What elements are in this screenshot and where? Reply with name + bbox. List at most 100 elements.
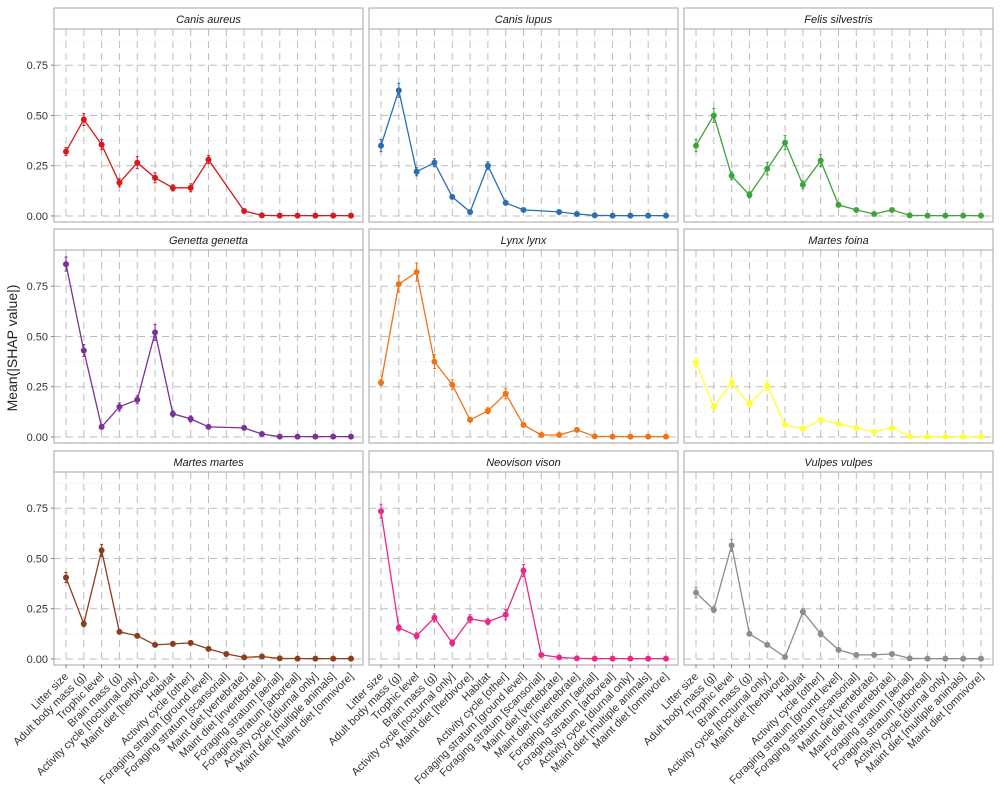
data-point — [484, 407, 491, 414]
data-point — [693, 142, 699, 149]
data-point — [258, 212, 265, 219]
y-tick-label: 0.25 — [27, 604, 48, 616]
data-point — [294, 212, 301, 219]
data-point — [502, 199, 509, 206]
data-point — [187, 415, 194, 422]
series-line — [65, 118, 351, 217]
data-point — [241, 654, 248, 661]
panel-border — [368, 28, 679, 223]
data-point — [205, 156, 212, 163]
data-point — [116, 179, 123, 186]
data-point — [134, 396, 141, 403]
data-point — [645, 212, 652, 219]
data-point — [710, 112, 717, 119]
data-point — [348, 433, 354, 440]
panel-title: Canis lupus — [495, 14, 553, 26]
data-point — [942, 433, 949, 440]
data-point — [116, 403, 123, 410]
data-point — [782, 653, 789, 660]
data-point — [853, 206, 860, 213]
data-point — [312, 433, 319, 440]
data-point — [80, 620, 87, 627]
data-point — [906, 433, 913, 440]
data-point — [187, 639, 194, 646]
data-point — [116, 628, 123, 635]
data-point — [520, 206, 527, 213]
data-point — [573, 655, 580, 662]
data-point — [871, 210, 878, 217]
data-point — [693, 359, 699, 366]
panel-genetta-genetta: Genetta genetta 0.00 0.25 0.50 0.75 — [27, 228, 364, 444]
data-point — [627, 655, 634, 662]
y-tick-label: 0.25 — [27, 382, 48, 394]
data-point — [888, 206, 895, 213]
y-axis-label: Mean(|SHAP value|) — [4, 285, 20, 412]
data-point — [871, 651, 878, 658]
data-point — [799, 181, 806, 188]
panel-title: Genetta genetta — [169, 235, 248, 247]
data-point — [835, 646, 842, 653]
data-point — [294, 433, 301, 440]
data-point — [663, 433, 669, 440]
data-point — [395, 624, 402, 631]
facet-panels: Canis aureus 0.00 0.25 0.50 0.75 Canis lupus F… — [11, 7, 994, 787]
data-point — [205, 645, 212, 652]
data-point — [960, 433, 967, 440]
y-tick-label: 0.75 — [27, 60, 48, 72]
data-point — [782, 421, 789, 428]
data-point — [906, 212, 913, 219]
data-point — [276, 212, 283, 219]
data-point — [556, 208, 563, 215]
data-point — [978, 655, 984, 662]
data-point — [449, 639, 456, 646]
data-point — [556, 654, 563, 661]
panel-martes-foina: Martes foina — [683, 228, 994, 444]
data-point — [538, 431, 545, 438]
y-tick-label: 0.50 — [27, 331, 48, 343]
y-tick-label: 0.25 — [27, 161, 48, 173]
panel-canis-aureus: Canis aureus 0.00 0.25 0.50 0.75 — [27, 7, 364, 223]
data-point — [63, 261, 69, 268]
y-tick-label: 0.00 — [27, 654, 48, 666]
data-point — [431, 614, 438, 621]
data-point — [853, 424, 860, 431]
data-point — [960, 212, 967, 219]
panel-border — [368, 249, 679, 444]
data-point — [467, 208, 474, 215]
data-point — [431, 358, 438, 365]
data-point — [924, 433, 931, 440]
data-point — [591, 212, 598, 219]
data-point — [573, 426, 580, 433]
data-point — [395, 87, 402, 94]
data-point — [294, 655, 301, 662]
data-point — [80, 347, 87, 354]
data-point — [556, 431, 563, 438]
data-point — [241, 424, 248, 431]
data-point — [835, 420, 842, 427]
data-point — [152, 329, 159, 336]
data-point — [710, 606, 717, 613]
data-point — [312, 655, 319, 662]
data-point — [413, 269, 420, 276]
data-point — [906, 655, 913, 662]
panel-title: Vulpes vulpes — [804, 457, 873, 469]
data-point — [63, 148, 69, 155]
data-point — [817, 630, 824, 637]
panel-title: Canis aureus — [176, 14, 241, 26]
data-point — [98, 141, 105, 148]
data-point — [502, 390, 509, 397]
y-tick-label: 0.75 — [27, 281, 48, 293]
panel-canis-lupus: Canis lupus — [368, 7, 679, 223]
data-point — [241, 207, 248, 214]
data-point — [799, 608, 806, 615]
panel-title: Martes martes — [173, 457, 244, 469]
data-point — [98, 547, 105, 554]
data-point — [378, 508, 384, 515]
data-point — [484, 618, 491, 625]
data-point — [134, 632, 141, 639]
data-point — [835, 201, 842, 208]
data-point — [782, 139, 789, 146]
